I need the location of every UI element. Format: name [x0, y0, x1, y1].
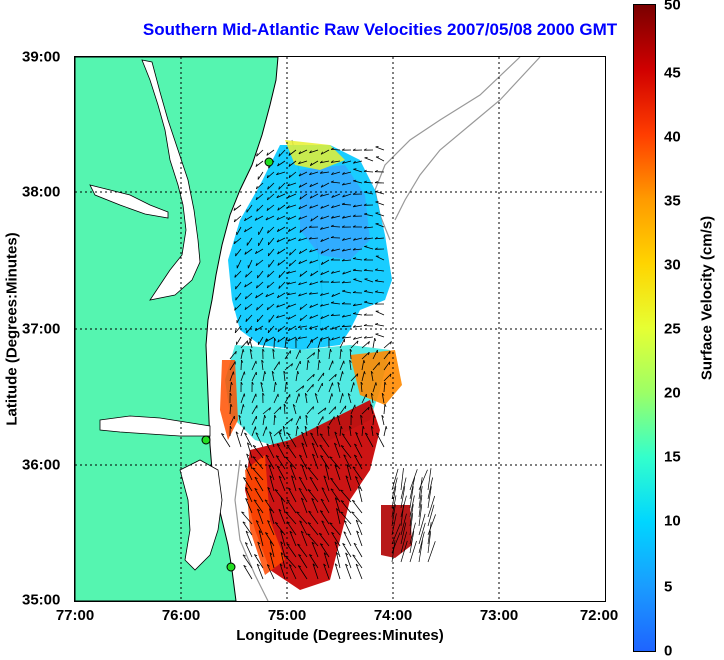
velocity-arrow-head	[257, 275, 258, 278]
velocity-arrow	[384, 404, 385, 414]
x-tick-label: 74:00	[374, 607, 412, 624]
colorbar-tick: 45	[664, 65, 681, 82]
radar-station-marker[interactable]	[265, 158, 273, 166]
colorbar-tick: 50	[664, 0, 681, 14]
velocity-field-offshore	[381, 505, 412, 558]
y-tick-label: 35:00	[22, 592, 60, 609]
y-tick-label: 38:00	[22, 184, 60, 201]
x-tick-label: 73:00	[480, 607, 518, 624]
velocity-arrow	[428, 478, 433, 500]
velocity-arrow	[410, 469, 417, 490]
velocity-arrow-head	[376, 146, 379, 147]
velocity-arrow	[353, 555, 362, 568]
x-tick-label: 76:00	[162, 607, 200, 624]
velocity-arrow	[258, 172, 263, 180]
velocity-arrow-head	[375, 323, 378, 324]
x-tick-label: 72:00	[580, 607, 618, 624]
velocity-arrow	[274, 338, 275, 348]
bathymetry-contour	[375, 57, 520, 240]
y-axis-label: Latitude (Degrees:Minutes)	[4, 232, 21, 425]
colorbar-label: Surface Velocity (cm/s)	[699, 216, 716, 380]
velocity-arrow	[257, 150, 264, 156]
velocity-arrow-head	[365, 279, 368, 280]
radar-station-marker[interactable]	[202, 436, 210, 444]
velocity-arrow	[428, 514, 436, 535]
colorbar-tick: 10	[664, 513, 681, 530]
velocity-arrow-head	[236, 286, 237, 289]
colorbar-tick: 25	[664, 321, 681, 338]
velocity-arrow	[365, 158, 373, 161]
velocity-arrow	[376, 334, 385, 337]
colorbar	[633, 4, 656, 652]
velocity-arrow-head	[266, 427, 267, 430]
velocity-arrow-head	[375, 338, 376, 341]
velocity-arrow	[384, 341, 392, 348]
velocity-arrow-head	[233, 372, 234, 375]
colorbar-tick: 0	[664, 643, 672, 660]
x-axis-label: Longitude (Degrees:Minutes)	[236, 627, 444, 644]
colorbar-tick: 35	[664, 193, 681, 210]
x-tick-label: 75:00	[268, 607, 306, 624]
colorbar-tick: 30	[664, 257, 681, 274]
velocity-arrow	[419, 470, 428, 490]
velocity-arrow-head	[244, 427, 245, 430]
velocity-arrow-head	[244, 394, 245, 397]
velocity-arrow	[384, 426, 386, 436]
velocity-arrow	[376, 311, 384, 315]
colorbar-tick: 5	[664, 579, 672, 596]
velocity-arrow	[344, 532, 351, 546]
y-tick-label: 37:00	[22, 321, 60, 338]
velocity-arrow	[376, 147, 384, 150]
velocity-arrow-head	[376, 334, 379, 335]
velocity-arrow	[241, 427, 244, 437]
velocity-arrow	[401, 468, 404, 490]
velocity-arrow	[244, 565, 252, 579]
velocity-arrow	[236, 337, 241, 345]
velocity-arrow	[352, 500, 362, 513]
velocity-arrow-head	[236, 253, 237, 256]
velocity-arrow-head	[247, 330, 248, 333]
colorbar-tick: 15	[664, 449, 681, 466]
colorbar-tick: 20	[664, 385, 681, 402]
velocity-arrow-head	[244, 372, 245, 375]
velocity-arrow-head	[268, 242, 269, 245]
velocity-arrow	[373, 338, 375, 348]
velocity-arrow	[375, 324, 384, 326]
x-tick-label: 77:00	[56, 607, 94, 624]
velocity-arrow-head	[376, 213, 379, 214]
velocity-arrow-head	[333, 383, 334, 386]
velocity-arrow	[318, 349, 319, 359]
velocity-arrow	[343, 543, 351, 557]
velocity-arrow	[241, 360, 242, 370]
colorbar-tick: 40	[664, 129, 681, 146]
y-tick-label: 39:00	[22, 49, 60, 66]
velocity-arrow	[377, 433, 385, 447]
velocity-arrow	[354, 543, 362, 557]
velocity-arrow	[376, 157, 384, 161]
y-tick-label: 36:00	[22, 457, 60, 474]
velocity-arrow-head	[386, 426, 387, 429]
radar-station-marker[interactable]	[227, 563, 235, 571]
velocity-field-west	[220, 360, 238, 440]
velocity-arrow	[236, 432, 241, 447]
bathymetry-contour	[395, 57, 540, 220]
